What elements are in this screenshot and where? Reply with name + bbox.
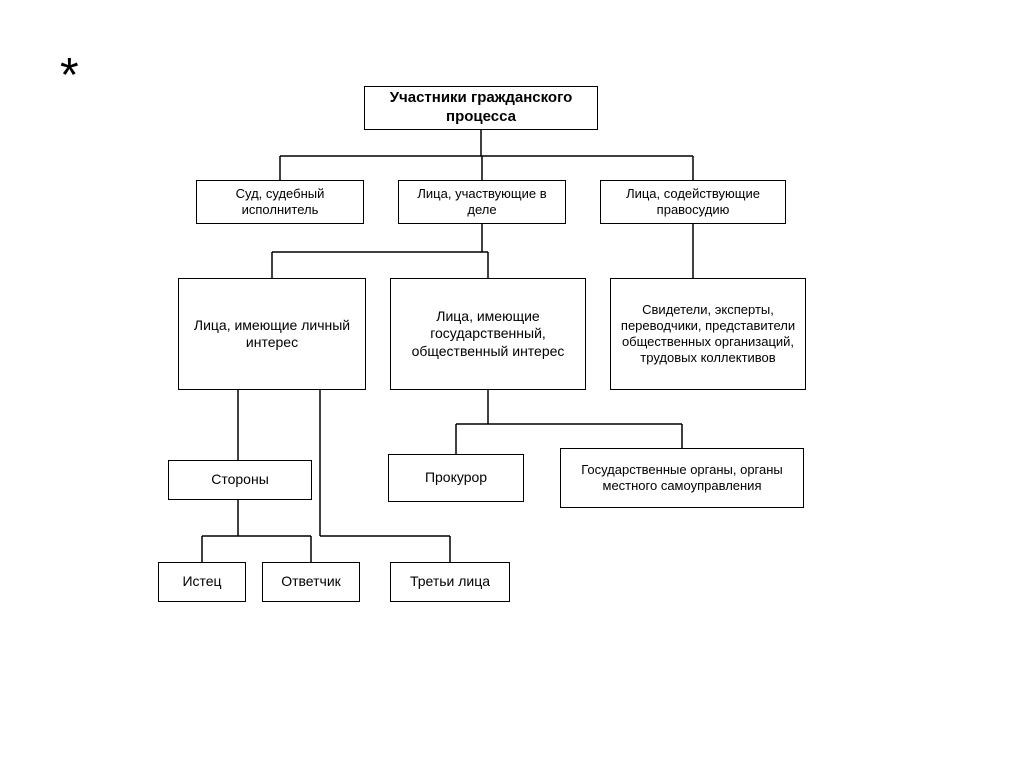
node-defendant-label: Ответчик <box>281 573 341 591</box>
node-prosecutor: Прокурор <box>388 454 524 502</box>
node-state-label: Лица, имеющие государственный, обществен… <box>397 308 579 361</box>
node-defendant: Ответчик <box>262 562 360 602</box>
node-root-label: Участники гражданского процесса <box>371 89 591 127</box>
node-court: Суд, судебный исполнитель <box>196 180 364 224</box>
node-plaintiff-label: Истец <box>182 573 221 591</box>
diagram-canvas: * Участ <box>0 0 1024 767</box>
asterisk-decoration: * <box>60 48 79 103</box>
node-witness: Свидетели, эксперты, переводчики, предст… <box>610 278 806 390</box>
node-parties: Лица, участвующие в деле <box>398 180 566 224</box>
node-assist: Лица, содействующие правосудию <box>600 180 786 224</box>
node-personal: Лица, имеющие личный интерес <box>178 278 366 390</box>
node-third-label: Третьи лица <box>410 573 490 591</box>
node-parties-label: Лица, участвующие в деле <box>405 186 559 219</box>
node-sides-label: Стороны <box>211 471 269 489</box>
node-court-label: Суд, судебный исполнитель <box>203 186 357 219</box>
node-witness-label: Свидетели, эксперты, переводчики, предст… <box>617 302 799 367</box>
node-govorgans-label: Государственные органы, органы местного … <box>567 462 797 495</box>
node-govorgans: Государственные органы, органы местного … <box>560 448 804 508</box>
node-plaintiff: Истец <box>158 562 246 602</box>
node-personal-label: Лица, имеющие личный интерес <box>185 317 359 352</box>
node-assist-label: Лица, содействующие правосудию <box>607 186 779 219</box>
node-root: Участники гражданского процесса <box>364 86 598 130</box>
node-state: Лица, имеющие государственный, обществен… <box>390 278 586 390</box>
node-third: Третьи лица <box>390 562 510 602</box>
node-sides: Стороны <box>168 460 312 500</box>
node-prosecutor-label: Прокурор <box>425 469 487 487</box>
